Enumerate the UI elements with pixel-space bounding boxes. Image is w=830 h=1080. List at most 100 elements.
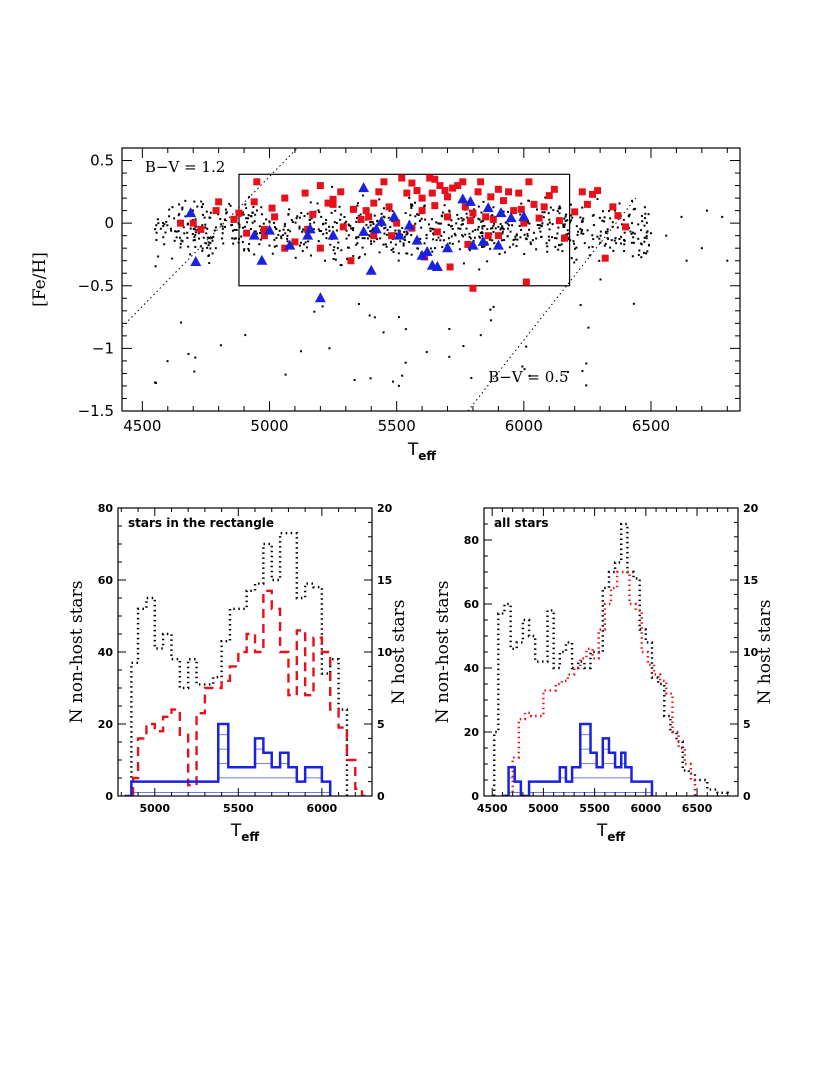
field-star-point xyxy=(179,246,182,249)
x-tick-label: 4500 xyxy=(477,802,508,815)
field-star-point xyxy=(451,242,454,245)
field-star-point xyxy=(369,221,372,224)
field-star-point xyxy=(404,361,407,364)
all-stars-histogram xyxy=(493,522,729,796)
host-histogram xyxy=(126,722,332,796)
non-host-point xyxy=(365,213,373,221)
field-star-point xyxy=(178,236,181,239)
field-star-point xyxy=(219,217,222,220)
field-star-point xyxy=(623,239,626,242)
field-star-point xyxy=(192,227,195,230)
x-tick-label: 5500 xyxy=(378,417,416,435)
field-star-point xyxy=(155,381,158,384)
field-star-point xyxy=(385,245,388,248)
field-star-point xyxy=(338,205,341,208)
field-star-point xyxy=(193,239,196,242)
field-star-point xyxy=(313,221,316,224)
field-star-point xyxy=(489,227,492,230)
non-host-point xyxy=(461,203,469,211)
field-star-point xyxy=(275,245,278,248)
field-star-point xyxy=(399,240,402,243)
field-star-point xyxy=(194,228,197,231)
field-star-point xyxy=(630,241,633,244)
field-star-point xyxy=(604,231,607,234)
field-star-point xyxy=(284,373,287,376)
field-star-point xyxy=(371,228,374,231)
field-star-point xyxy=(265,218,268,221)
x-tick-label: 6000 xyxy=(505,417,543,435)
non-host-point xyxy=(426,174,434,182)
non-host-point xyxy=(522,278,530,286)
field-star-point xyxy=(193,235,196,238)
field-star-point xyxy=(477,217,480,220)
field-star-point xyxy=(203,216,206,219)
field-star-point xyxy=(492,206,495,209)
field-star-point xyxy=(462,262,465,265)
x-tick-label: 6500 xyxy=(682,802,713,815)
field-star-point xyxy=(627,215,630,218)
field-star-point xyxy=(202,203,205,206)
field-star-point xyxy=(609,246,612,249)
field-star-point xyxy=(383,227,386,230)
non-host-point xyxy=(281,244,289,252)
field-star-point xyxy=(623,250,626,253)
field-star-point xyxy=(492,305,495,308)
field-star-point xyxy=(618,237,621,240)
host-point xyxy=(467,239,479,250)
field-star-point xyxy=(206,227,209,230)
field-star-point xyxy=(554,245,557,248)
field-star-point xyxy=(243,248,246,251)
field-star-point xyxy=(501,225,504,228)
field-star-point xyxy=(361,237,364,240)
field-star-point xyxy=(504,221,507,224)
field-star-point xyxy=(178,203,181,206)
field-star-point xyxy=(572,240,575,243)
field-star-point xyxy=(409,214,412,217)
field-star-point xyxy=(290,218,293,221)
y-left-tick-label: 40 xyxy=(98,646,114,659)
field-star-point xyxy=(201,213,204,216)
field-star-point xyxy=(591,214,594,217)
field-star-point xyxy=(631,255,634,258)
field-star-point xyxy=(410,207,413,210)
x-tick-label: 5500 xyxy=(223,802,254,815)
field-star-point xyxy=(168,208,171,211)
field-star-point xyxy=(325,228,328,231)
all-stars-histogram xyxy=(124,532,349,796)
field-star-point xyxy=(499,228,502,231)
field-star-point xyxy=(506,222,509,225)
field-star-point xyxy=(613,239,616,242)
field-star-point xyxy=(184,215,187,218)
field-star-point xyxy=(592,223,595,226)
field-star-point xyxy=(615,242,618,245)
field-star-point xyxy=(222,242,225,245)
field-star-point xyxy=(183,232,186,235)
field-star-point xyxy=(468,235,471,238)
field-star-point xyxy=(171,257,174,260)
field-star-point xyxy=(432,238,435,241)
field-star-point xyxy=(551,236,554,239)
field-star-point xyxy=(439,222,442,225)
field-star-point xyxy=(546,223,549,226)
field-star-point xyxy=(359,213,362,216)
field-star-point xyxy=(373,214,376,217)
field-star-point xyxy=(448,355,451,358)
field-star-point xyxy=(647,243,650,246)
field-star-point xyxy=(519,213,522,216)
field-star-point xyxy=(165,220,168,223)
field-star-point xyxy=(366,237,369,240)
field-star-point xyxy=(581,219,584,222)
field-star-point xyxy=(173,217,176,220)
host-point xyxy=(505,212,517,223)
field-star-point xyxy=(586,229,589,232)
field-star-point xyxy=(637,237,640,240)
field-star-point xyxy=(499,223,502,226)
field-star-point xyxy=(403,230,406,233)
field-star-point xyxy=(186,231,189,234)
non-host-point xyxy=(398,174,406,182)
field-star-point xyxy=(345,237,348,240)
field-star-point xyxy=(425,351,428,354)
field-star-point xyxy=(482,200,485,203)
field-star-point xyxy=(447,223,450,226)
field-star-point xyxy=(230,224,233,227)
